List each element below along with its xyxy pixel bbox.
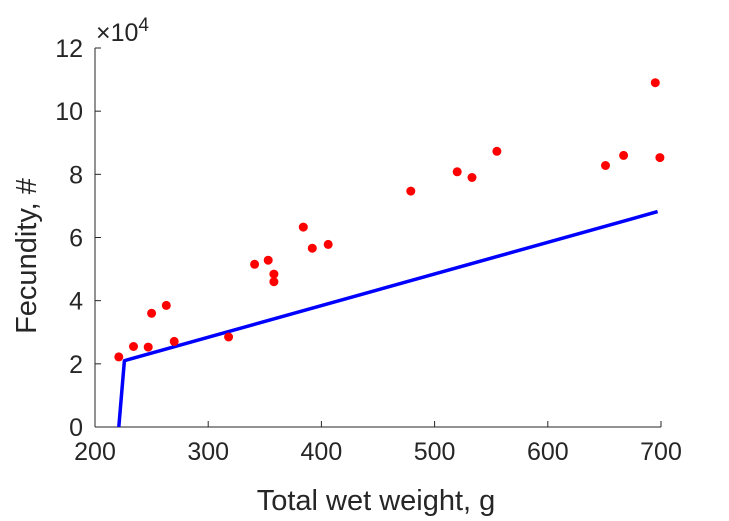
data-point [452, 167, 462, 177]
x-tick-label: 200 [74, 438, 116, 466]
data-point [307, 243, 317, 253]
fit-line-layer [117, 209, 659, 428]
data-point [467, 173, 477, 182]
y-tick-label: 0 [69, 414, 83, 442]
data-point [655, 153, 665, 163]
y-axis-multiplier-exponent: 4 [138, 15, 149, 36]
data-point [143, 342, 153, 352]
data-points-layer [114, 78, 665, 362]
fit-line [117, 209, 659, 428]
tick-labels-layer: 200 300 400 500 600 700 0 2 4 6 8 10 12 [55, 35, 682, 466]
data-point [263, 255, 273, 265]
data-point [406, 186, 416, 196]
data-point [224, 332, 234, 342]
data-point [619, 150, 629, 160]
data-point [269, 269, 279, 279]
x-tick-label: 300 [187, 438, 229, 466]
data-point [323, 239, 333, 249]
data-point [129, 342, 138, 351]
y-tick-label: 4 [69, 288, 83, 316]
y-tick-label: 2 [69, 351, 83, 379]
data-point [492, 146, 502, 156]
y-axis-multiplier-base: ×10 [96, 19, 138, 47]
data-point [601, 161, 610, 170]
axes [94, 47, 662, 428]
data-point [269, 277, 279, 287]
data-point [161, 300, 171, 310]
x-tick-label: 700 [640, 438, 682, 466]
data-point [250, 259, 260, 269]
y-tick-label: 8 [69, 161, 83, 189]
y-tick-label: 6 [69, 225, 83, 253]
y-tick-label: 12 [55, 35, 83, 63]
data-point [114, 352, 124, 362]
x-tick-label: 500 [414, 438, 456, 466]
data-point [147, 308, 157, 318]
y-axis-label: Fecundity, # [11, 178, 43, 334]
x-tick-label: 600 [527, 438, 569, 466]
x-axis-label: Total wet weight, g [257, 485, 496, 517]
data-point [169, 336, 179, 346]
x-tick-label: 400 [301, 438, 343, 466]
data-point [650, 78, 660, 88]
y-axis-multiplier: ×104 [96, 15, 149, 47]
y-tick-label: 10 [55, 98, 83, 126]
data-point [298, 222, 308, 232]
